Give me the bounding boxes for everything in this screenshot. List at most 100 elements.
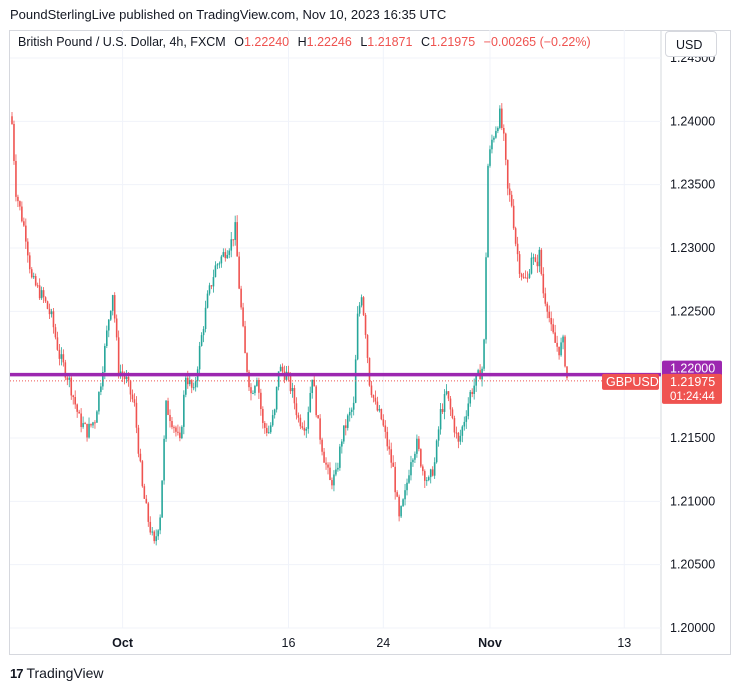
candle: [111, 294, 114, 316]
candle: [56, 331, 59, 351]
candle-body: [524, 277, 527, 279]
candle-body: [56, 337, 59, 350]
candle-body: [145, 498, 148, 504]
candle: [230, 231, 233, 258]
y-tick-label: 1.22500: [670, 304, 715, 318]
candle-body: [100, 386, 102, 392]
candle-body: [82, 423, 84, 427]
candle: [554, 324, 556, 343]
candle-body: [449, 398, 452, 410]
candle-body: [289, 374, 292, 392]
candle-body: [538, 249, 541, 267]
candle-body: [236, 222, 238, 257]
candle: [471, 388, 473, 398]
candle-body: [443, 394, 446, 412]
open-label: O: [234, 35, 244, 49]
candle-body: [439, 408, 442, 430]
candle-body: [374, 397, 377, 402]
candle: [267, 425, 270, 434]
candle-body: [550, 317, 552, 325]
candle: [325, 457, 327, 470]
currency-button[interactable]: USD: [665, 31, 717, 57]
candle-body: [269, 425, 272, 433]
candle: [321, 437, 323, 456]
candle: [246, 352, 248, 375]
candle: [459, 429, 462, 445]
candle-body: [141, 461, 144, 487]
candle: [422, 464, 424, 476]
candle: [13, 120, 15, 165]
candle: [311, 379, 314, 399]
x-tick-label: Oct: [112, 636, 134, 650]
candle-body: [477, 370, 479, 375]
candle: [242, 302, 244, 328]
candle: [404, 484, 406, 506]
candle: [34, 273, 37, 287]
candle-body: [230, 239, 233, 251]
candle: [506, 159, 509, 196]
candle: [58, 344, 61, 366]
candle-body: [21, 206, 23, 222]
candle-body: [331, 480, 333, 486]
candle: [534, 254, 537, 263]
candle: [106, 325, 108, 349]
candle: [293, 385, 296, 410]
candle-body: [212, 277, 215, 287]
candle: [562, 334, 564, 350]
price-axis: 1.245001.240001.235001.230001.225001.220…: [662, 51, 722, 635]
candle-body: [281, 366, 284, 372]
candle-body: [11, 116, 13, 125]
candle-body: [119, 371, 122, 374]
candle: [115, 314, 118, 341]
candle: [23, 217, 25, 227]
y-tick-label: 1.23000: [670, 241, 715, 255]
candle-body: [234, 222, 236, 240]
last-price-tag: 1.21975 01:24:44: [662, 373, 722, 404]
candle-body: [143, 486, 146, 499]
candle-body: [232, 239, 235, 241]
candle-body: [329, 467, 331, 481]
footer-brand[interactable]: 17 TradingView: [10, 665, 104, 681]
candle-body: [109, 310, 112, 320]
candle: [465, 410, 468, 429]
candle: [439, 402, 442, 435]
candle-body: [465, 416, 468, 422]
candle-body: [153, 531, 156, 542]
candle: [90, 423, 92, 428]
candle: [60, 347, 63, 366]
candle-body: [514, 228, 517, 244]
candle: [234, 215, 236, 246]
candle: [157, 529, 159, 540]
candle: [508, 183, 511, 202]
candle: [398, 494, 400, 522]
candle-body: [117, 337, 120, 374]
candle: [44, 296, 47, 303]
last-price-value: 1.21975: [670, 375, 715, 389]
candle: [461, 425, 464, 443]
candle-body: [254, 385, 256, 394]
candle: [374, 390, 377, 405]
candle: [344, 419, 347, 436]
candle-body: [248, 371, 250, 388]
candle: [560, 337, 562, 357]
candle-body: [307, 412, 310, 429]
candle: [279, 364, 282, 372]
candle: [119, 364, 122, 379]
candle-body: [445, 391, 448, 395]
candle: [291, 382, 294, 398]
candle: [429, 468, 432, 484]
candle-body: [341, 441, 343, 447]
candle: [313, 374, 315, 387]
candle: [181, 425, 183, 440]
candle: [455, 426, 458, 439]
candle-body: [52, 311, 55, 328]
candle: [244, 320, 246, 354]
candle-body: [396, 492, 398, 497]
candle-body: [372, 395, 375, 398]
candle: [443, 389, 446, 420]
candle: [163, 435, 165, 485]
candle-body: [98, 391, 100, 412]
symbol-title: British Pound / U.S. Dollar, 4h, FXCM: [18, 35, 226, 49]
candle-body: [218, 263, 221, 265]
